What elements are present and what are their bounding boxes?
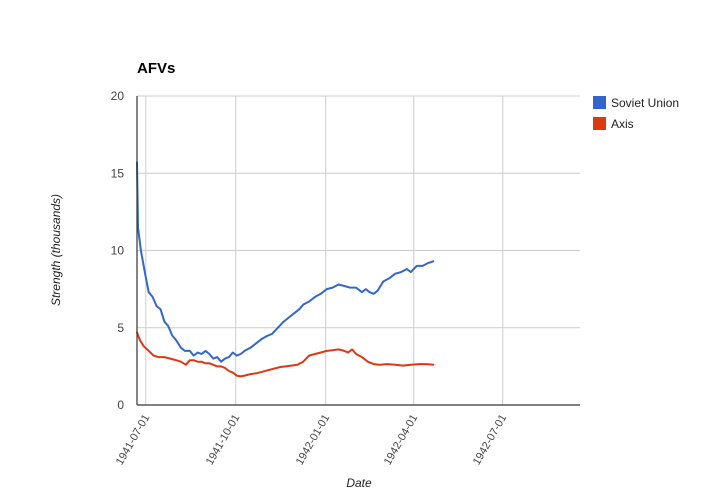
legend-label-axis: Axis	[611, 117, 634, 131]
y-tick-label: 5	[117, 321, 124, 335]
series-line-axis[interactable]	[136, 331, 435, 378]
y-tick-label: 10	[111, 244, 125, 258]
x-tick-label: 1941-10-01	[204, 413, 243, 468]
legend-item-soviet-union[interactable]: Soviet Union	[593, 96, 679, 110]
legend-label-soviet-union: Soviet Union	[611, 96, 679, 110]
series-line-soviet-union[interactable]	[136, 161, 435, 363]
y-axis-ticks: 0 5 10 15 20	[111, 89, 125, 412]
legend-swatch-axis	[593, 117, 606, 130]
x-axis-label: Date	[346, 476, 372, 490]
x-tick-label: 1942-01-01	[294, 413, 333, 468]
chart-title: AFVs	[137, 60, 175, 77]
legend-swatch-soviet-union	[593, 96, 606, 109]
series-lines	[136, 161, 435, 378]
y-tick-label: 0	[117, 398, 124, 412]
legend: Soviet Union Axis	[593, 96, 679, 131]
x-tick-label: 1941-07-01	[114, 413, 153, 468]
x-axis-ticks: 1941-07-01 1941-10-01 1942-01-01 1942-04-01…	[114, 413, 509, 468]
x-tick-label: 1942-04-01	[382, 413, 421, 468]
legend-item-axis[interactable]: Axis	[593, 117, 634, 131]
gridlines	[137, 95, 580, 406]
y-tick-label: 15	[111, 166, 125, 180]
y-axis-label: Strength (thousands)	[49, 194, 63, 306]
y-tick-label: 20	[111, 89, 125, 103]
x-tick-label: 1942-07-01	[471, 413, 510, 468]
